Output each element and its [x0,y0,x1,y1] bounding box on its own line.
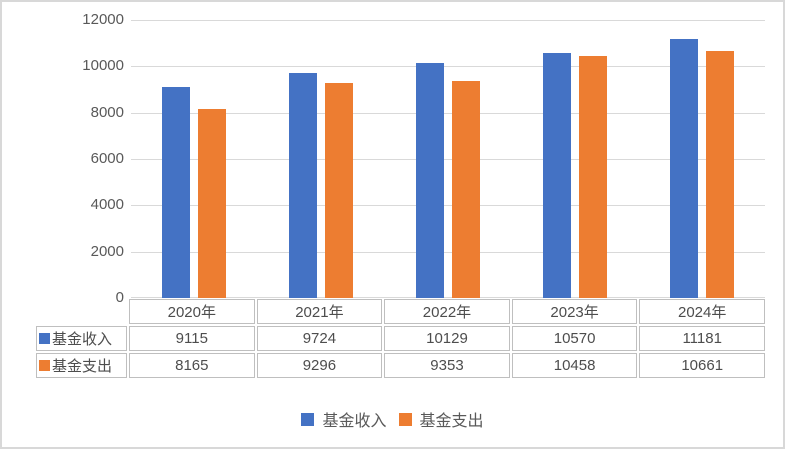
chart-legend: 基金收入 基金支出 [2,407,783,431]
gridline [131,297,765,298]
table-column-header: 2024年 [639,299,765,324]
y-tick-label: 2000 [90,242,124,260]
bar-基金支出-2023年 [578,55,607,298]
gridline [131,159,765,160]
table-value-cell: 9115 [129,326,255,351]
table-row-label: 基金收入 [52,331,113,348]
table-column-header: 2023年 [511,299,638,324]
y-tick-label: 4000 [90,196,124,214]
plot-area [131,20,765,298]
bar-基金收入-2024年 [669,38,698,298]
bar-基金收入-2022年 [416,63,444,298]
y-tick-label: 6000 [90,150,124,167]
table-value-cell: 10570 [511,326,638,351]
y-axis: 0 2000 4000 6000 8000 10000 12000 [2,12,124,306]
bar-基金支出-2024年 [705,51,734,298]
legend-label: 基金收入 [322,413,387,430]
bar-基金收入-2021年 [289,72,318,298]
table-row-header: 基金收入 [36,326,127,351]
gridline [131,66,765,68]
table-corner-cell [36,299,127,324]
gridline [131,20,765,21]
table-column-header: 2021年 [256,299,383,324]
data-table: 2020年 2021年 2022年 2023年 2024年基金收入 9115 9724 101… [36,299,765,378]
legend-item-基金支出: 基金支出 [398,407,484,431]
table-value-cell: 10129 [384,326,510,351]
table-column-header: 2022年 [384,299,510,324]
gridline [131,205,765,207]
legend-key-icon [39,360,50,371]
table-value-cell: 11181 [639,326,765,351]
table-value-cell: 9296 [256,353,383,378]
table-row-header: 基金支出 [36,353,127,378]
bar-基金收入-2023年 [542,53,571,298]
table-row-label: 基金支出 [52,358,113,375]
bar-基金支出-2022年 [452,81,480,298]
gridline [131,112,765,114]
y-tick-label: 12000 [82,11,124,28]
bar-基金收入-2020年 [162,86,191,298]
bar-基金支出-2020年 [198,108,227,298]
legend-key-icon [39,333,50,344]
legend-item-基金收入: 基金收入 [301,407,387,431]
y-tick-label: 10000 [82,57,124,75]
bar-基金支出-2021年 [325,82,354,298]
gridline [131,251,765,253]
y-tick-label: 8000 [90,103,124,121]
table-value-cell: 8165 [129,353,255,378]
table-value-cell: 10661 [639,353,765,378]
legend-swatch-icon [398,412,412,426]
table-column-header: 2020年 [129,299,255,324]
legend-swatch-icon [301,412,315,426]
legend-label: 基金支出 [419,413,484,430]
table-value-cell: 9353 [384,353,510,378]
y-tick-label: 0 [115,289,124,306]
table-value-cell: 9724 [256,326,383,351]
table-value-cell: 10458 [511,353,638,378]
